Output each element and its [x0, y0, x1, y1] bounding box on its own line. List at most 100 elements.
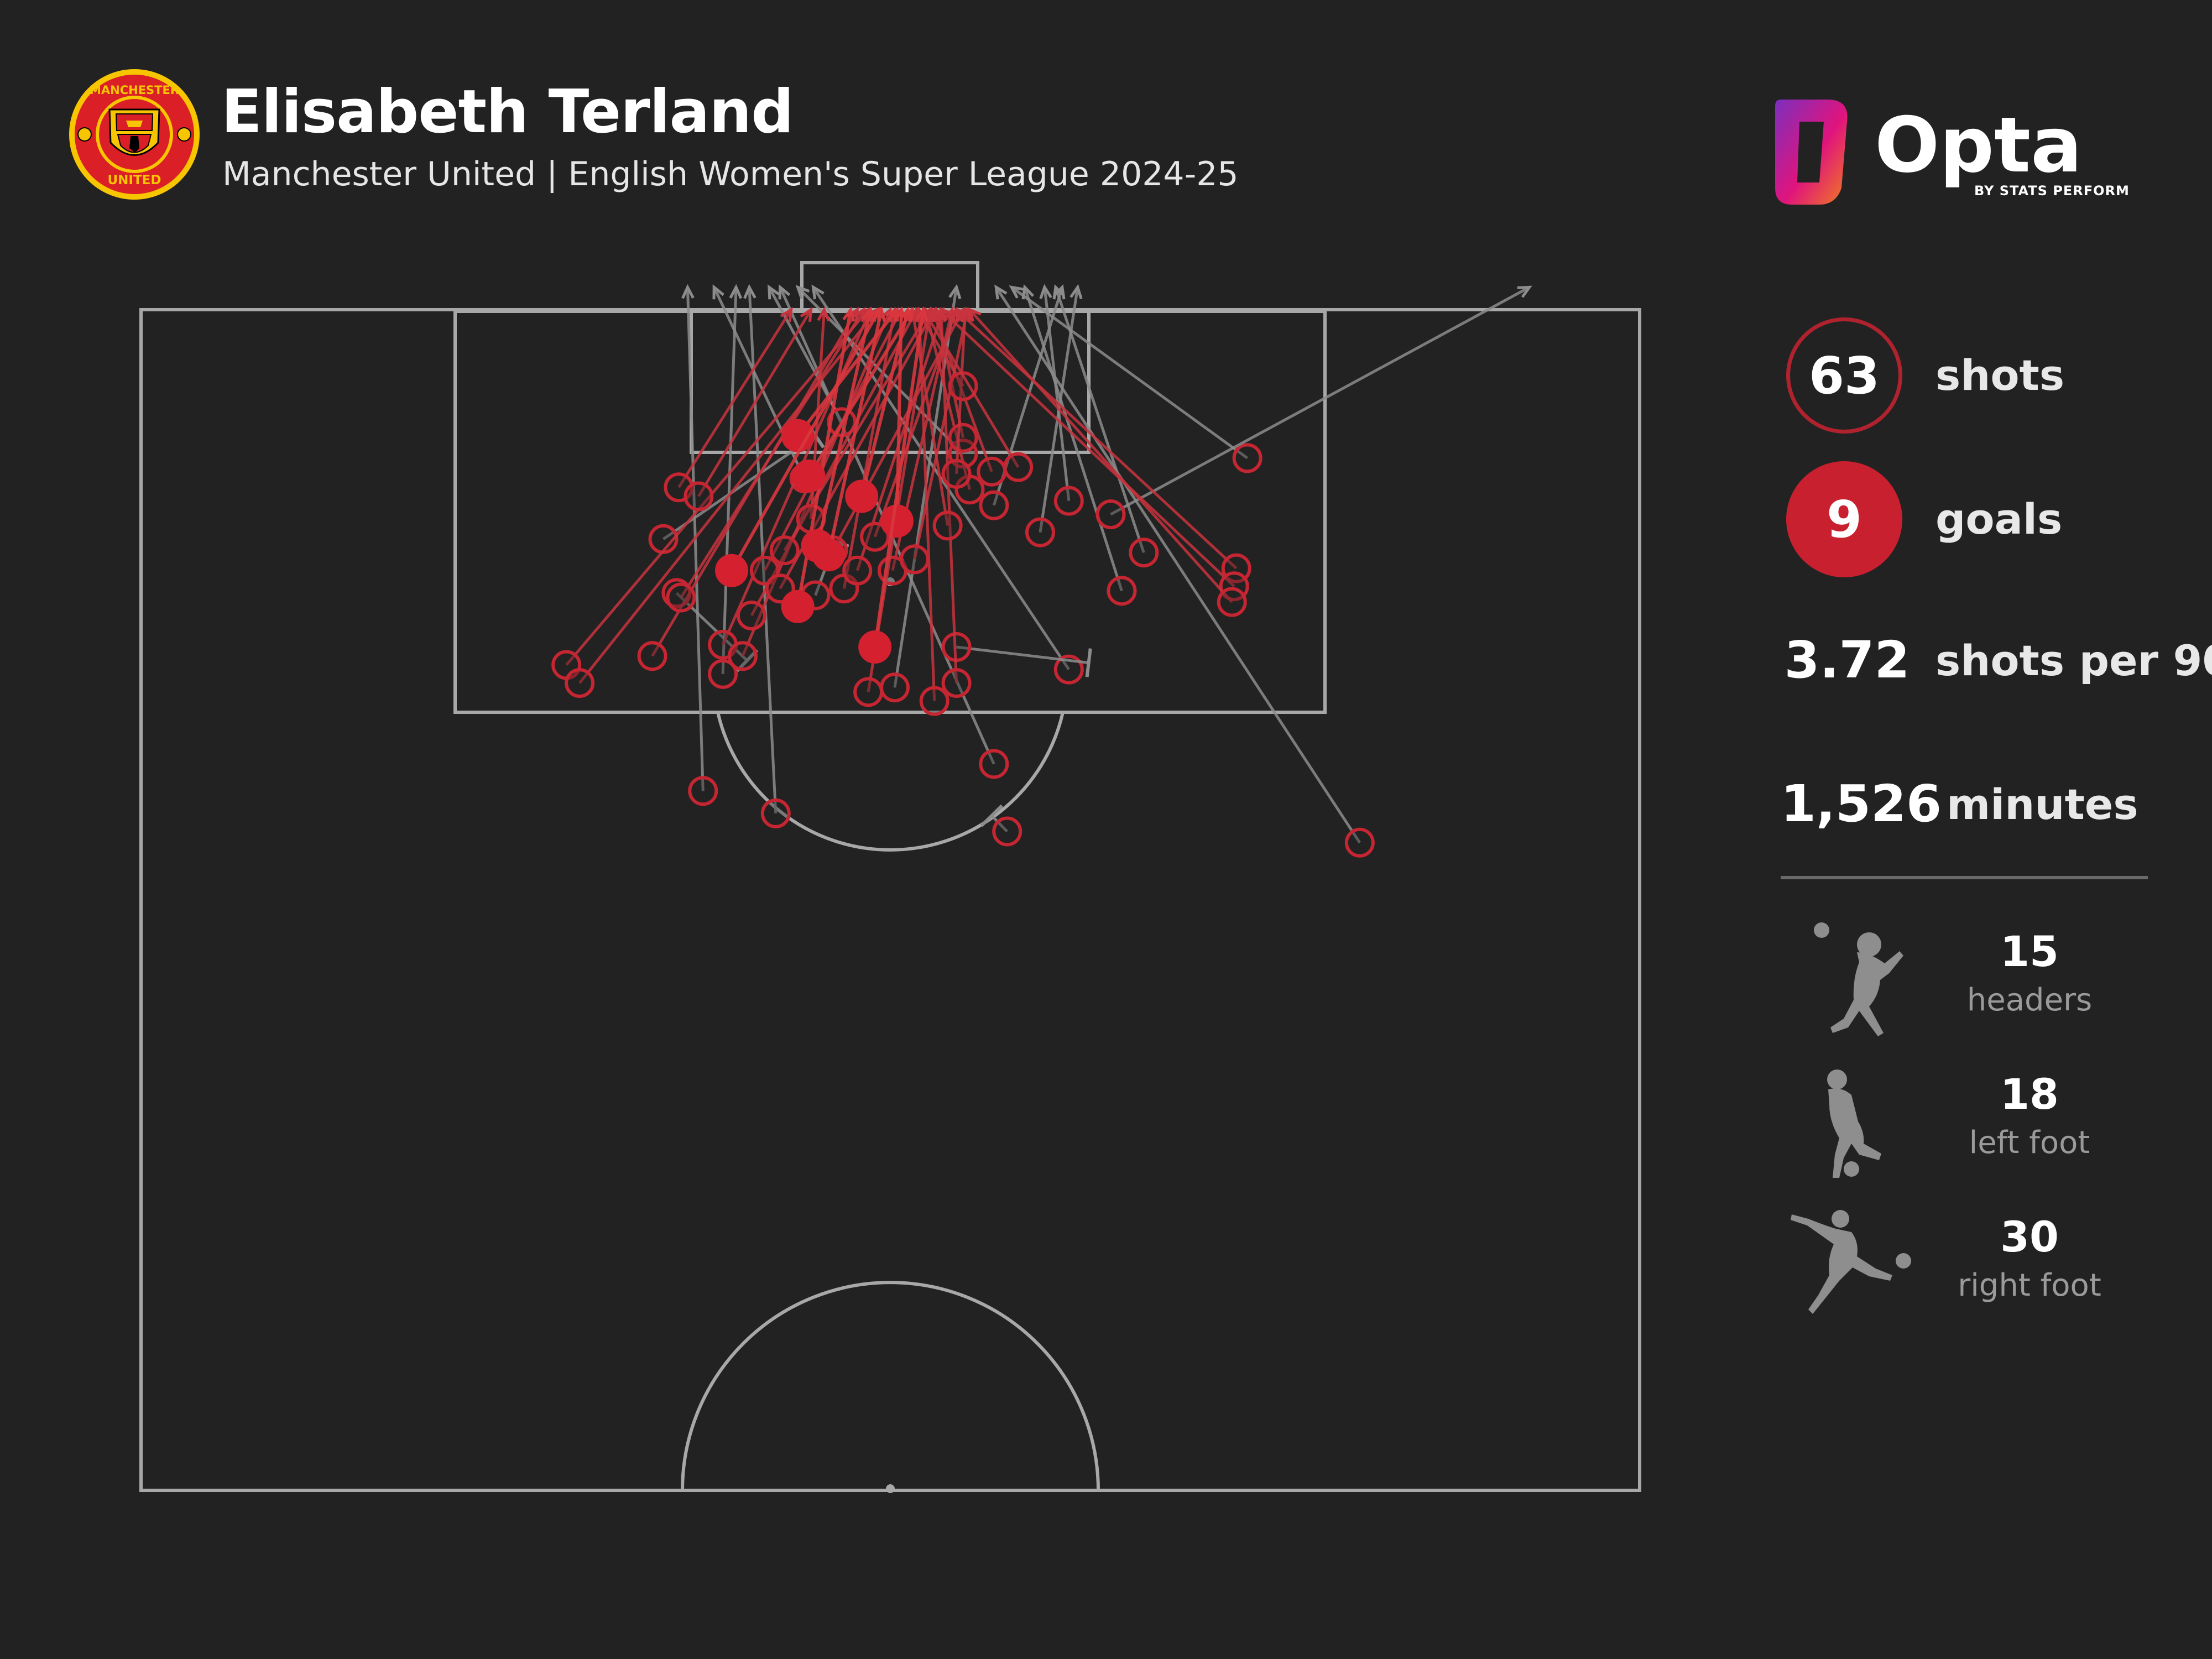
pitch-boundary [139, 308, 1641, 1492]
shot-arrowhead [954, 307, 969, 322]
minutes-label: minutes [1947, 780, 2138, 829]
shot-arrowhead [1009, 285, 1024, 299]
crest-top-text: MANCHESTER [90, 84, 179, 97]
shot-trajectory [748, 287, 778, 814]
shot-origin-marker [948, 422, 978, 453]
shot-origin-marker [688, 776, 718, 806]
shot-arrowhead [743, 284, 757, 299]
shot-origin-marker [1129, 538, 1159, 568]
opta-tagline: BY STATS PERFORM [1974, 183, 2130, 199]
shot-off_target [994, 284, 1375, 858]
shot-arrowhead [778, 284, 791, 300]
shot-trajectory [565, 309, 870, 666]
shot-arrowhead [901, 307, 914, 322]
shot-origin-marker [948, 371, 978, 401]
shot-origin-marker [941, 458, 972, 489]
shot-arrowhead [729, 284, 743, 299]
shot-arrowhead [1039, 284, 1052, 299]
shot-trajectory [842, 309, 896, 589]
shot-off_target [1021, 284, 1137, 606]
shot-origin-marker [1053, 654, 1084, 685]
shot-trajectory [913, 309, 969, 560]
shot-origin-marker [769, 535, 800, 566]
shot-trajectory [816, 309, 873, 546]
shot-trajectory [968, 309, 1233, 603]
shots-per-90-label: shots per 90 [1936, 636, 2212, 685]
shot-origin-marker [1095, 499, 1126, 530]
shot-trajectory [796, 309, 899, 437]
shot-off_target [1039, 284, 1084, 516]
shot-origin-marker [637, 641, 667, 671]
shot-map [139, 261, 1641, 1493]
shot-arrowhead [1517, 285, 1532, 298]
shot-trajectory [1010, 286, 1249, 460]
shot-arrowhead [862, 306, 875, 322]
shot-on_target [941, 306, 972, 489]
shot-origin-marker [736, 601, 766, 631]
goal-marker [858, 630, 892, 664]
shot-origin-marker [565, 668, 595, 698]
shot-origin-marker [1003, 452, 1034, 482]
shot-arrowhead [885, 307, 899, 322]
shot-origin-marker [1053, 486, 1084, 516]
shot-arrowhead [894, 306, 908, 322]
divider [1781, 876, 2148, 879]
shot-arrowhead [938, 307, 953, 322]
shot-trajectory [721, 287, 738, 674]
left-foot-label: left foot [1969, 1125, 2090, 1161]
shot-arrowhead [948, 284, 962, 300]
block-marker [1085, 648, 1092, 677]
headers-label: headers [1966, 982, 2093, 1018]
shot-trajectory [1110, 286, 1530, 516]
shot-arrowhead [1070, 284, 1083, 300]
shots-label: shots [1936, 351, 2065, 400]
shot-off_target [743, 284, 791, 828]
shot-arrowhead [868, 306, 881, 322]
shot-trajectory [677, 309, 792, 488]
shot-off_target [1009, 285, 1262, 473]
shot-origin-marker [1232, 443, 1262, 473]
shot-trajectory [995, 286, 1361, 844]
shot-arrowhead [681, 284, 695, 299]
shot-arrowhead [795, 285, 810, 299]
shot-blocked [980, 804, 1022, 847]
shot-on_target [935, 306, 972, 698]
shot-trajectory [750, 309, 919, 617]
crest-bottom-text: UNITED [108, 173, 161, 187]
shot-trajectory [1043, 287, 1071, 501]
club-crest-icon: MANCHESTER UNITED [69, 69, 200, 200]
shot-on_target [938, 307, 1249, 602]
opta-wordmark: Opta [1875, 101, 2082, 190]
opta-logo: Opta BY STATS PERFORM [1775, 100, 2130, 205]
shot-trajectory [680, 309, 865, 598]
shot-origin-marker [684, 481, 714, 512]
shot-origin-marker [879, 672, 910, 703]
shots-per-90-value: 3.72 [1784, 630, 1910, 690]
shot-origin-marker [1217, 587, 1247, 617]
shot-on_target [967, 307, 1247, 617]
shots-count-circle: 63 [1786, 317, 1902, 434]
shot-arrowhead [800, 307, 813, 322]
shot-origin-marker [666, 582, 696, 613]
goal-marker [845, 479, 879, 513]
shot-trajectory [924, 309, 971, 490]
shot-trajectory [873, 309, 925, 648]
shot-trajectory [807, 309, 914, 477]
goal-marker [880, 504, 914, 538]
header-silhouette-icon [1814, 922, 1903, 1036]
shot-arrowhead [817, 306, 831, 322]
right-foot-value: 30 [2000, 1212, 2059, 1261]
shot-trajectory [697, 309, 812, 497]
shot-origin-marker [899, 544, 930, 575]
shot-trajectory [922, 309, 1020, 468]
shot-on_target [666, 307, 866, 613]
shots-per-90-stat: 3.72 shots per 90 [1781, 630, 2212, 758]
shot-trajectory [940, 309, 958, 684]
shot-origin-marker [853, 677, 884, 707]
shot-on_target [684, 307, 813, 512]
shot-goal [858, 306, 928, 664]
shot-origin-marker [979, 749, 1009, 779]
shot-on_target [899, 306, 972, 575]
shot-arrowhead [958, 306, 972, 322]
